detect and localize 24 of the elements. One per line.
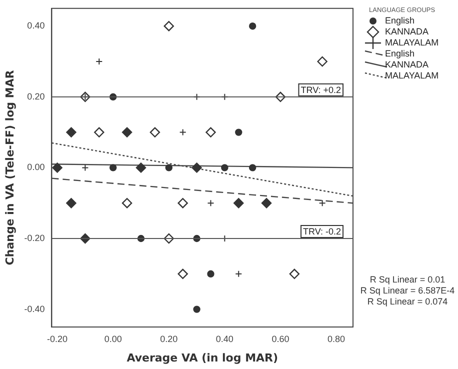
y-axis-title: Change in VA (Tele-FF) log MAR bbox=[3, 70, 16, 266]
legend-label: English bbox=[385, 15, 415, 26]
y-tick-label: -0.40 bbox=[24, 304, 45, 314]
x-axis-title: Average VA (in log MAR) bbox=[126, 351, 278, 364]
y-tick-label: 0.20 bbox=[27, 91, 45, 102]
y-tick-label: 0.00 bbox=[27, 162, 45, 172]
x-tick-label: 0.20 bbox=[160, 334, 178, 344]
legend-label: MALAYALAM bbox=[385, 70, 439, 80]
x-tick-label: 0.80 bbox=[327, 334, 346, 344]
x-tick-label: 0.40 bbox=[216, 334, 234, 344]
ref-line-label: TRV: +0.2 bbox=[300, 84, 342, 95]
x-tick-label: -0.20 bbox=[47, 334, 68, 344]
legend-label: English bbox=[385, 48, 415, 58]
text: R Sq Linear = 0.01 bbox=[370, 274, 446, 284]
x-tick-label: 0.60 bbox=[272, 334, 290, 344]
legend-label: KANNADA bbox=[385, 26, 429, 36]
text: R Sq Linear = 6.587E-4 bbox=[360, 285, 455, 296]
legend-label: MALAYALAM bbox=[385, 37, 439, 48]
y-tick-label: 0.40 bbox=[27, 20, 45, 31]
y-tick-label: -0.20 bbox=[24, 232, 45, 243]
legend-label: KANNADA bbox=[385, 59, 429, 70]
text: R Sq Linear = 0.074 bbox=[367, 296, 448, 306]
ref-line-label: TRV: -0.2 bbox=[302, 226, 342, 236]
x-tick-label: 0.00 bbox=[104, 334, 122, 344]
